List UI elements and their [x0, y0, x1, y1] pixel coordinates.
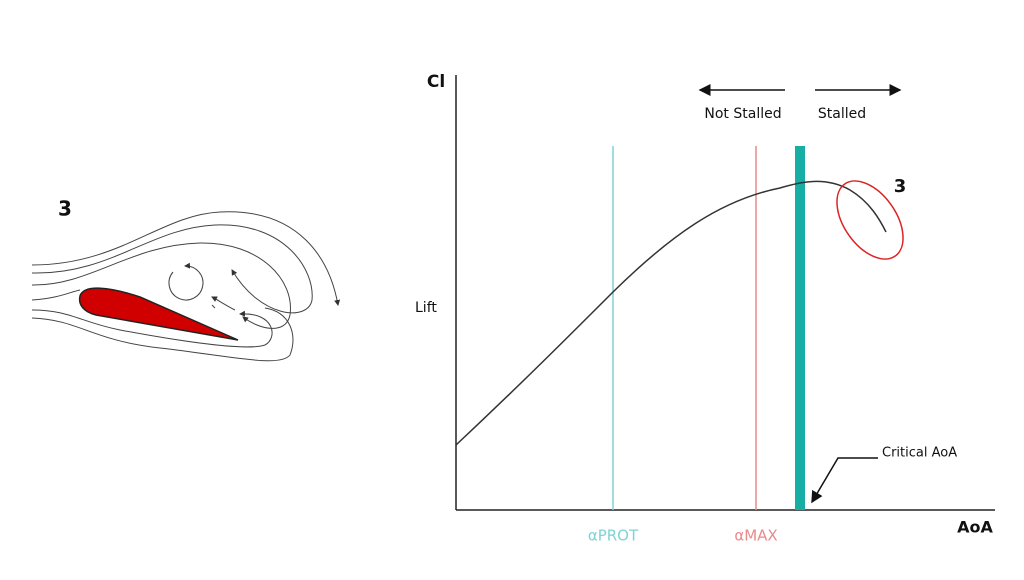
- stall-highlight: [836, 180, 904, 260]
- lift-curve: [455, 180, 887, 446]
- airfoil-label: 3: [58, 197, 72, 221]
- alpha-max-label: αMAX: [734, 527, 777, 545]
- stalled-label: Stalled: [818, 106, 866, 122]
- alpha-prot-label: αPROT: [588, 527, 639, 545]
- x-axis-title: AoA: [957, 518, 993, 537]
- critical-pointer: [811, 457, 878, 504]
- not-stalled-label: Not Stalled: [704, 106, 781, 122]
- critical-aoa-bar: [795, 146, 805, 510]
- airfoil-diagram: [31, 211, 341, 362]
- critical-label: Critical AoA: [882, 446, 957, 461]
- stall-marker: 3: [894, 176, 907, 197]
- airfoil: [78, 287, 239, 341]
- y-axis-title: Cl: [427, 72, 445, 92]
- y-label: Lift: [415, 300, 437, 316]
